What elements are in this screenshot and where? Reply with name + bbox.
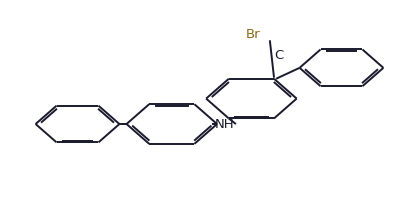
Text: NH: NH [215,117,234,131]
Text: Br: Br [246,28,261,42]
Text: C: C [274,49,283,62]
